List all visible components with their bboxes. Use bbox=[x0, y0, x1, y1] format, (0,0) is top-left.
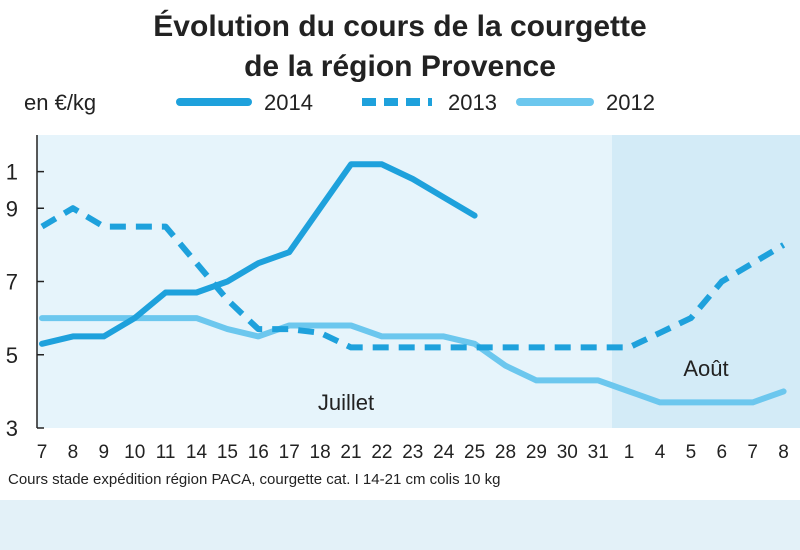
y-tick-label: 9 bbox=[6, 196, 18, 221]
x-tick-label: 18 bbox=[310, 442, 331, 463]
x-tick-label: 4 bbox=[655, 442, 666, 463]
y-ticks: 1 9 7 5 3 bbox=[6, 160, 44, 441]
august-background bbox=[612, 135, 800, 428]
x-tick-label: 1 bbox=[624, 442, 635, 463]
y-tick-label: 1 bbox=[6, 160, 18, 185]
y-tick-label: 3 bbox=[6, 416, 18, 441]
legend: 2014 2013 2012 bbox=[176, 90, 655, 115]
x-tick-label: 10 bbox=[124, 442, 145, 463]
x-tick-label: 7 bbox=[37, 442, 48, 463]
series-lines bbox=[39, 161, 787, 406]
x-tick-label: 31 bbox=[588, 442, 609, 463]
x-tick-label: 6 bbox=[717, 442, 728, 463]
footer-band bbox=[0, 500, 800, 550]
x-tick-label: 29 bbox=[526, 442, 547, 463]
month-label-july: Juillet bbox=[318, 390, 374, 415]
x-tick-label: 9 bbox=[99, 442, 110, 463]
y-tick-label: 7 bbox=[6, 270, 18, 295]
legend-label-2012: 2012 bbox=[606, 90, 655, 115]
x-tick-label: 8 bbox=[68, 442, 79, 463]
series-line-2012 bbox=[39, 315, 787, 406]
series-line-2013 bbox=[40, 205, 786, 351]
x-tick-label: 24 bbox=[433, 442, 455, 463]
x-tick-label: 16 bbox=[248, 442, 269, 463]
legend-label-2013: 2013 bbox=[448, 90, 497, 115]
x-ticks: 7 8 9 10 11 14 15 16 17 18 21 22 23 24 25 28 29 30 31 1 4 5 6 7… bbox=[37, 442, 789, 463]
legend-label-2014: 2014 bbox=[264, 90, 313, 115]
month-label-august: Août bbox=[683, 356, 728, 381]
series-line-2014 bbox=[39, 161, 478, 347]
x-tick-label: 25 bbox=[464, 442, 485, 463]
chart-title-line-2: de la région Provence bbox=[244, 50, 556, 83]
footnote: Cours stade expédition région PACA, cour… bbox=[8, 471, 500, 488]
chart-title-line-1: Évolution du cours de la courgette bbox=[153, 9, 646, 43]
y-unit-label: en €/kg bbox=[24, 90, 96, 115]
x-tick-label: 15 bbox=[217, 442, 238, 463]
x-tick-label: 8 bbox=[778, 442, 789, 463]
x-tick-label: 11 bbox=[156, 442, 176, 463]
x-tick-label: 22 bbox=[371, 442, 392, 463]
x-tick-label: 23 bbox=[402, 442, 423, 463]
x-tick-label: 5 bbox=[686, 442, 697, 463]
y-tick-label: 5 bbox=[6, 343, 18, 368]
x-tick-label: 30 bbox=[557, 442, 578, 463]
x-tick-label: 17 bbox=[279, 442, 300, 463]
x-tick-label: 21 bbox=[340, 442, 361, 463]
x-tick-label: 28 bbox=[495, 442, 516, 463]
x-tick-label: 7 bbox=[747, 442, 758, 463]
x-tick-label: 14 bbox=[186, 442, 208, 463]
